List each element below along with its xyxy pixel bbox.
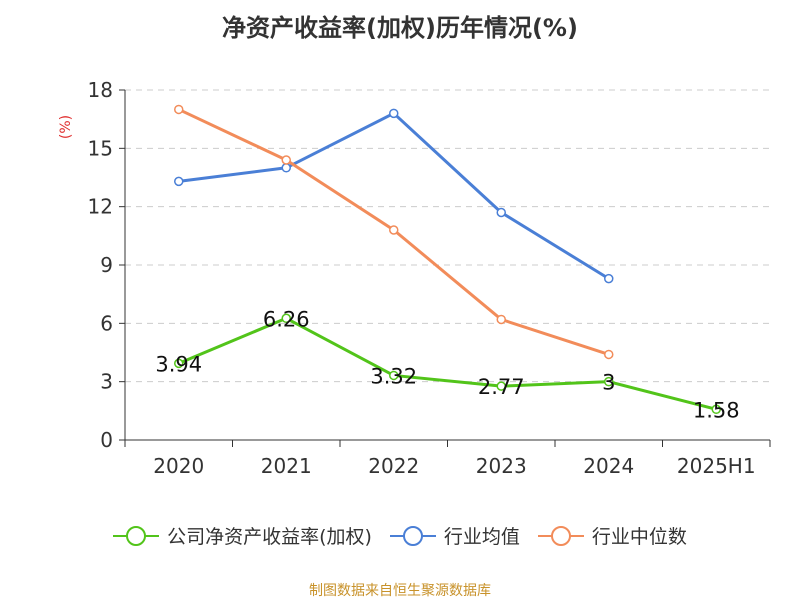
y-tick-label: 0 bbox=[100, 428, 113, 452]
grid-lines bbox=[125, 89, 770, 383]
series-line-0 bbox=[178, 316, 717, 411]
legend-mean-marker-icon bbox=[389, 525, 436, 546]
data-point-1 bbox=[496, 207, 506, 218]
y-tick-label: 12 bbox=[88, 195, 113, 219]
data-point-0 bbox=[389, 370, 399, 381]
legend-item-company[interactable]: 公司净资产收益率(加权) bbox=[113, 522, 372, 549]
x-tick-label: 2021 bbox=[261, 454, 312, 478]
data-point-2 bbox=[496, 314, 506, 325]
data-label: 3.94 bbox=[155, 352, 202, 376]
data-point-1 bbox=[281, 163, 291, 173]
series-lines bbox=[174, 104, 721, 415]
data-label: 1.58 bbox=[693, 398, 740, 422]
legend-label-industry-mean: 行业均值 bbox=[443, 526, 520, 548]
y-tick-label: 3 bbox=[100, 370, 113, 394]
data-point-2 bbox=[604, 349, 614, 360]
legend: 公司净资产收益率(加权) 行业均值 行业中位数 bbox=[0, 522, 800, 549]
data-point-2 bbox=[389, 225, 399, 235]
x-tick-label: 2023 bbox=[476, 454, 527, 478]
legend-item-industry-median[interactable]: 行业中位数 bbox=[537, 522, 687, 549]
y-tick-label: 6 bbox=[100, 311, 113, 335]
chart-title: 净资产收益率(加权)历年情况(%) bbox=[222, 14, 578, 42]
legend-item-industry-mean[interactable]: 行业均值 bbox=[389, 522, 520, 549]
data-label: 2.77 bbox=[478, 375, 525, 399]
x-tick-label: 2022 bbox=[368, 454, 419, 478]
y-tick-label: 15 bbox=[88, 136, 113, 160]
data-label: 3.32 bbox=[370, 364, 417, 388]
y-axis-label: (%) bbox=[58, 115, 74, 139]
legend-company-marker-icon bbox=[113, 525, 160, 546]
data-point-0 bbox=[281, 313, 291, 324]
data-point-2 bbox=[281, 155, 291, 165]
data-point-1 bbox=[389, 108, 399, 119]
data-point-1 bbox=[604, 273, 614, 284]
x-tick-label: 2024 bbox=[583, 454, 634, 478]
data-point-0 bbox=[711, 404, 721, 415]
y-tick-label: 18 bbox=[88, 78, 113, 102]
axes: 0 3 6 9 12 15 18 2020 2021 2022 2023 2024 2025H1 (%) bbox=[58, 78, 771, 478]
data-point-0 bbox=[496, 381, 506, 391]
data-label: 3 bbox=[602, 371, 615, 395]
data-point-0 bbox=[604, 376, 614, 387]
legend-median-marker-icon bbox=[537, 525, 584, 546]
data-point-1 bbox=[174, 176, 184, 187]
y-tick-label: 9 bbox=[100, 253, 113, 277]
data-labels: 3.94 6.26 3.32 2.77 3 1.58 bbox=[155, 307, 739, 422]
x-tick-label: 2025H1 bbox=[677, 454, 756, 478]
data-point-0 bbox=[174, 358, 184, 369]
x-tick-label: 2020 bbox=[153, 454, 204, 478]
legend-label-industry-median: 行业中位数 bbox=[591, 526, 687, 548]
data-point-2 bbox=[174, 104, 184, 115]
data-label: 6.26 bbox=[263, 307, 310, 331]
legend-label-company: 公司净资产收益率(加权) bbox=[167, 526, 372, 548]
source-footer: 制图数据来自恒生聚源数据库 bbox=[309, 583, 491, 599]
